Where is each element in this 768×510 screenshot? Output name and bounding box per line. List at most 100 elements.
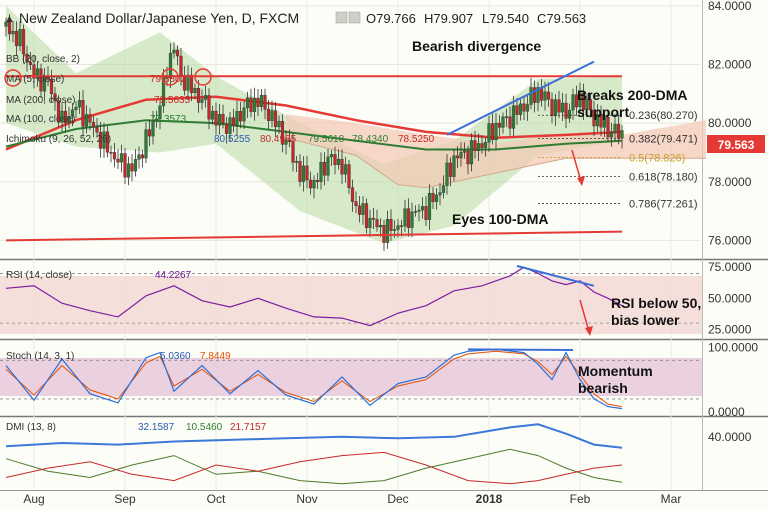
- candle-body: [511, 105, 516, 129]
- candle-body: [469, 140, 474, 165]
- candle-body: [200, 99, 204, 103]
- legend-ma5-label[interactable]: MA (5, close): [6, 74, 64, 85]
- x-tick-1: Sep: [114, 492, 136, 506]
- legend-ma200-label[interactable]: MA (200, close): [6, 95, 75, 106]
- candle-body: [347, 164, 351, 188]
- fib-label-3: 0.618(78.180): [629, 171, 698, 183]
- candle-body: [53, 93, 57, 101]
- candle-body: [606, 117, 610, 138]
- candle-body: [210, 110, 215, 120]
- candle-body: [305, 165, 309, 181]
- stoch-label[interactable]: Stoch (14, 3, 1): [6, 351, 74, 362]
- candle-body: [581, 92, 586, 110]
- candle-body: [420, 206, 425, 211]
- candle-body: [371, 217, 376, 220]
- legend-ichimoku-label[interactable]: Ichimoku (9, 26, 52, 26): [6, 134, 111, 145]
- annotation-bearish-divergence: Bearish divergence: [412, 38, 541, 54]
- price-axis[interactable]: [702, 0, 768, 490]
- candle-body: [445, 162, 449, 186]
- candle-body: [620, 130, 624, 139]
- candle-body: [95, 127, 99, 133]
- candle-body: [525, 104, 530, 112]
- eye-icon[interactable]: [348, 11, 361, 24]
- dmi-label[interactable]: DMI (13, 8): [6, 422, 56, 433]
- candle-body: [217, 114, 222, 126]
- candle-body: [609, 132, 614, 138]
- rsi-down-arrow-shaft: [579, 299, 589, 329]
- candle-body: [480, 143, 484, 148]
- candle-body: [326, 156, 330, 176]
- ma200-line: [5, 95, 623, 151]
- candle-body: [186, 74, 190, 91]
- candle-body: [602, 117, 607, 128]
- candle-body: [221, 114, 225, 124]
- candle-body: [196, 88, 201, 103]
- price-trendlines: [5, 60, 623, 242]
- candle-body: [147, 129, 152, 137]
- cross-marker-2: [161, 68, 179, 86]
- candle-body: [130, 163, 134, 172]
- candle-body: [333, 154, 337, 165]
- candle-body: [557, 99, 561, 113]
- x-tick-5: 2018: [476, 492, 503, 506]
- candle-body: [77, 100, 82, 108]
- candle-body: [487, 123, 491, 143]
- candle-body: [462, 150, 467, 153]
- candle-body: [28, 62, 33, 65]
- rsi-y-tick-0: 75.0000: [708, 260, 752, 274]
- rsi-label[interactable]: RSI (14, close): [6, 270, 72, 281]
- candle-body: [319, 161, 323, 182]
- candle-body: [399, 225, 404, 227]
- candle-body: [263, 94, 267, 110]
- candle-body: [571, 94, 575, 111]
- moving-averages: [5, 95, 623, 151]
- candle-body: [308, 179, 313, 189]
- candle-body: [284, 139, 288, 145]
- annotation-momentum-2: bearish: [578, 380, 628, 396]
- candle-body: [448, 162, 453, 177]
- candle-body: [238, 111, 243, 122]
- candle-body: [126, 163, 131, 178]
- stoch-legend: Stoch (14, 3, 1) 5.0360 7.8449: [6, 351, 231, 362]
- dmi-plus-line: [5, 448, 623, 485]
- candle-body: [259, 94, 264, 107]
- settings-icon[interactable]: [335, 11, 348, 24]
- candle-body: [252, 97, 257, 112]
- candle-body: [403, 208, 407, 227]
- candle-body: [357, 205, 362, 215]
- candle-body: [340, 158, 344, 175]
- candlesticks: [4, 14, 624, 252]
- candle-body: [214, 110, 218, 126]
- candle-body: [417, 209, 421, 212]
- candle-body: [98, 131, 103, 149]
- candle-body: [529, 87, 533, 105]
- candle-body: [375, 219, 379, 228]
- dmi-adx-line: [5, 423, 623, 449]
- candle-body: [389, 219, 393, 231]
- price-badge-bg: [707, 135, 765, 153]
- candle-body: [466, 150, 470, 165]
- candle-body: [140, 154, 145, 159]
- candle-body: [354, 201, 358, 207]
- ohlc-high: H79.907: [424, 11, 473, 26]
- candle-body: [49, 79, 54, 95]
- legend-ma100-label[interactable]: MA (100, close): [6, 114, 75, 125]
- y-tick-labels: 84.0000 82.0000 80.0000 78.0000 76.0000 75.00…: [708, 0, 758, 444]
- candle-body: [123, 153, 127, 178]
- dmi-panel[interactable]: [0, 418, 702, 490]
- legend-bb-label[interactable]: BB (20, close, 2): [6, 54, 80, 65]
- price-badge: 79.563: [718, 138, 755, 152]
- collapse-icon[interactable]: ▲: [4, 13, 15, 25]
- candle-body: [438, 192, 442, 196]
- time-axis[interactable]: [0, 490, 702, 510]
- candle-body: [175, 49, 180, 57]
- candle-body: [385, 219, 390, 243]
- candle-body: [504, 116, 509, 118]
- x-tick-6: Feb: [570, 492, 591, 506]
- candle-body: [7, 21, 12, 35]
- candle-body: [172, 49, 176, 54]
- candle-body: [410, 211, 414, 228]
- x-tick-3: Nov: [296, 492, 317, 506]
- dmi-value-minus: 21.7157: [230, 422, 267, 433]
